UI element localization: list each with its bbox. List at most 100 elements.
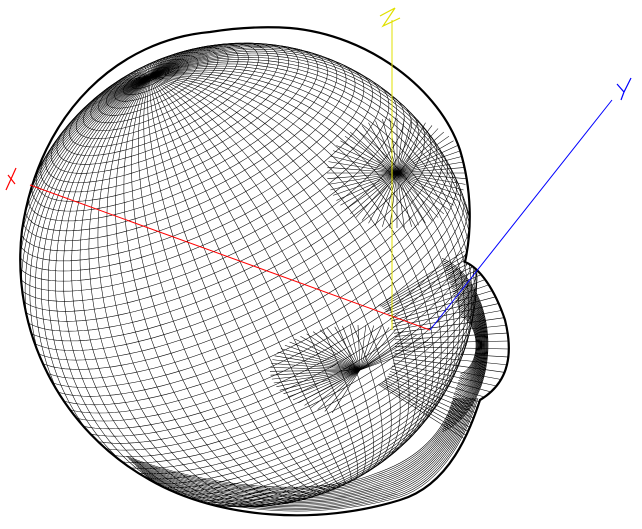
x-axis-label: [5, 167, 17, 191]
mesh-line: [79, 76, 278, 507]
mesh-line: [342, 325, 361, 371]
mesh-line: [394, 349, 509, 358]
mesh-line: [387, 375, 490, 420]
mesh-line: [359, 326, 382, 371]
mesh-line: [149, 42, 242, 78]
mesh-line: [394, 332, 509, 341]
mesh-line: [417, 330, 471, 396]
mesh-line: [234, 441, 403, 508]
mesh-line: [392, 362, 505, 388]
mesh-line: [347, 103, 412, 208]
mesh-line: [454, 297, 481, 393]
mesh-line: [460, 315, 477, 375]
mesh-line: [149, 46, 204, 78]
mesh-line: [455, 301, 480, 389]
mesh-line: [443, 262, 488, 428]
y-axis-label: [616, 77, 632, 101]
mesh-line: [144, 397, 473, 506]
mesh-line: [396, 172, 464, 191]
mesh-line: [387, 270, 490, 315]
mesh-line: [335, 90, 397, 192]
mesh-line: [394, 353, 509, 366]
mesh-line: [27, 134, 280, 222]
mesh-line: [141, 397, 470, 503]
mesh-line: [149, 76, 366, 478]
mesh-line: [394, 324, 509, 337]
mesh-line: [396, 128, 439, 174]
mesh-line: [375, 120, 398, 174]
mesh-line: [149, 55, 171, 78]
mesh-line: [336, 172, 398, 201]
mesh-line: [383, 258, 478, 309]
mesh-line: [133, 69, 151, 78]
mesh-line: [396, 172, 405, 228]
mesh-line: [115, 77, 305, 503]
mesh-line: [149, 74, 449, 444]
mesh-line: [270, 367, 361, 371]
mesh-line: [149, 76, 359, 480]
mesh-line: [361, 125, 398, 174]
mesh-line: [389, 173, 457, 276]
mesh-line: [396, 172, 454, 206]
mesh-line: [361, 172, 398, 221]
mesh-line: [327, 167, 398, 174]
mesh-line: [149, 77, 347, 484]
mesh-line: [449, 283, 483, 407]
mesh-line: [127, 381, 418, 484]
mesh-line: [20, 76, 151, 281]
mesh-line: [149, 46, 359, 78]
mesh-line: [149, 75, 442, 447]
mesh-line: [389, 282, 497, 319]
mesh-line: [319, 329, 361, 371]
mesh-line: [459, 313, 477, 377]
mesh-line: [394, 346, 509, 350]
mesh-line: [359, 325, 375, 371]
mesh-line: [149, 59, 160, 78]
mesh-line: [359, 340, 429, 371]
mesh-line: [441, 258, 489, 432]
mesh-line: [350, 131, 398, 174]
mesh-line: [272, 359, 361, 371]
mesh-line: [396, 161, 466, 174]
mesh-line: [149, 43, 309, 78]
mesh-line: [149, 44, 220, 78]
mesh-line: [149, 77, 352, 483]
mesh-line: [458, 311, 478, 379]
mesh-line: [149, 47, 388, 93]
mesh-line: [396, 125, 433, 174]
mesh-line: [143, 77, 325, 496]
mesh-line: [359, 328, 397, 371]
mesh-line: [396, 140, 454, 174]
mesh-line: [396, 118, 405, 174]
mesh-line: [457, 306, 479, 384]
mesh-line: [375, 172, 398, 226]
mesh-line: [149, 49, 189, 78]
mesh-line: [326, 327, 361, 371]
mesh-line: [149, 397, 479, 512]
mesh-line: [131, 77, 317, 500]
mesh-line: [381, 255, 474, 308]
mesh-line: [149, 43, 231, 78]
mesh-line: [328, 161, 398, 174]
mesh-line: [130, 397, 459, 492]
mesh-line: [396, 172, 444, 215]
mesh-line: [344, 172, 398, 211]
mesh-line: [97, 77, 292, 506]
mesh-line: [388, 373, 494, 414]
mesh-line: [359, 325, 367, 371]
mesh-line: [149, 53, 176, 78]
y-axis-line: [429, 99, 613, 331]
mesh-line: [330, 172, 398, 191]
mesh-line: [142, 397, 472, 505]
mesh-line: [149, 48, 195, 78]
mesh-line: [148, 397, 477, 510]
mesh-line: [277, 351, 361, 371]
mesh-line: [381, 382, 474, 435]
mesh-line: [149, 77, 342, 487]
mesh-line: [379, 252, 470, 307]
mesh-line: [40, 117, 258, 193]
mesh-line: [396, 155, 464, 174]
mesh-line: [126, 397, 455, 488]
